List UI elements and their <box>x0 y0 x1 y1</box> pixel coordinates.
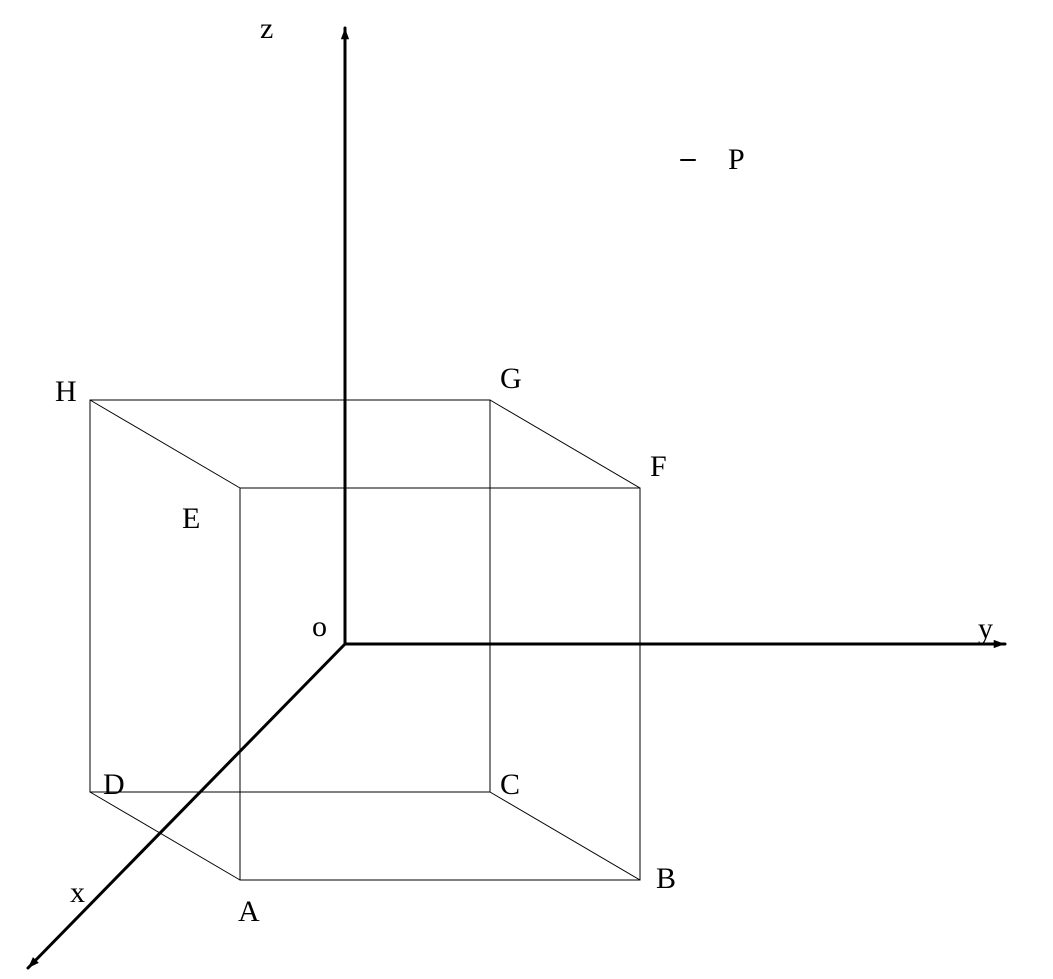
vertex-label-e: E <box>182 502 200 536</box>
vertex-label-d: D <box>103 768 125 802</box>
diagram-svg <box>0 0 1053 979</box>
vertex-label-b: B <box>656 862 676 896</box>
point-p-label: P <box>728 143 745 177</box>
vertex-label-a: A <box>238 895 260 929</box>
axis-label-z: z <box>260 12 273 46</box>
vertex-label-c: C <box>500 768 520 802</box>
vertex-label-g: G <box>500 362 522 396</box>
origin-label: o <box>312 610 327 644</box>
axis-label-x: x <box>70 876 85 910</box>
axis-label-y: y <box>978 612 993 646</box>
vertex-label-h: H <box>55 375 77 409</box>
vertex-label-f: F <box>650 450 667 484</box>
diagram-canvas: z y x o P H G F E D C B A <box>0 0 1053 979</box>
